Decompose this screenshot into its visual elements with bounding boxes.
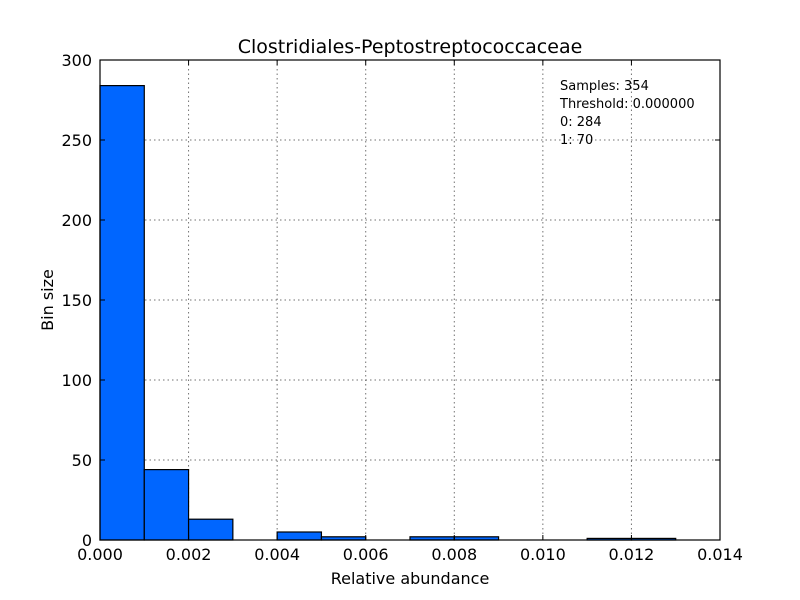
axis-ticks [99, 59, 721, 541]
x-tick-label: 0.004 [254, 545, 300, 564]
stats-line: 0: 284 [560, 115, 602, 130]
x-tick-label: 0.014 [697, 545, 743, 564]
histogram-bar [276, 531, 323, 541]
y-tick-label: 250 [61, 131, 92, 150]
y-tick-label: 50 [72, 451, 92, 470]
y-tick-label: 100 [61, 371, 92, 390]
histogram-bar [187, 518, 234, 541]
y-tick-label: 150 [61, 291, 92, 310]
stats-line: Threshold: 0.000000 [559, 97, 695, 112]
x-axis-label: Relative abundance [331, 569, 490, 588]
stats-line: 1: 70 [560, 133, 593, 148]
stats-annotation: Samples: 354 Threshold: 0.000000 0: 284 1: … [559, 79, 695, 148]
y-tick-label: 200 [61, 211, 92, 230]
x-tick-label: 0.012 [609, 545, 655, 564]
histogram-bar [99, 84, 145, 541]
chart-title: Clostridiales-Peptostreptococcaceae [238, 36, 583, 58]
y-tick-label: 0 [82, 531, 92, 550]
stats-line: Samples: 354 [560, 79, 649, 94]
x-tick-label: 0.008 [431, 545, 477, 564]
x-tick-label: 0.006 [343, 545, 389, 564]
grid-lines [99, 59, 721, 541]
x-tick-labels: 0.000 0.002 0.004 0.006 0.008 0.010 0.012 0.014 [77, 545, 743, 564]
histogram-bar [143, 469, 190, 541]
x-tick-label: 0.002 [166, 545, 212, 564]
y-axis-label: Bin size [38, 269, 57, 331]
x-tick-label: 0.010 [520, 545, 566, 564]
y-tick-labels: 0 50 100 150 200 250 300 [61, 51, 92, 550]
histogram-bars [99, 84, 677, 541]
y-tick-label: 300 [61, 51, 92, 70]
x-tick-label: 0.000 [77, 545, 123, 564]
